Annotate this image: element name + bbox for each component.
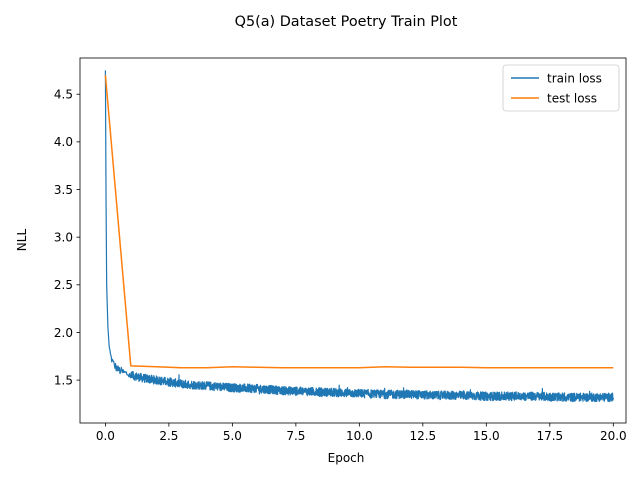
x-tick-label: 0.0 [96, 429, 115, 443]
y-axis: 1.5 2.0 2.5 3.0 3.5 4.0 4.5 [54, 88, 80, 387]
chart-title: Q5(a) Dataset Poetry Train Plot [235, 14, 458, 30]
y-tick-label: 1.5 [54, 373, 73, 387]
x-tick-label: 17.5 [536, 429, 563, 443]
x-axis: 0.0 2.5 5.0 7.5 10.0 12.5 15.0 17.5 20.0 [96, 423, 627, 443]
y-tick-label: 2.0 [54, 326, 73, 340]
y-tick-label: 3.0 [54, 230, 73, 244]
x-tick-label: 15.0 [473, 429, 500, 443]
x-tick-label: 12.5 [409, 429, 436, 443]
y-tick-label: 4.0 [54, 135, 73, 149]
test-loss-line [104, 75, 614, 369]
legend-label: train loss [547, 71, 602, 85]
x-tick-label: 20.0 [600, 429, 627, 443]
legend-box [502, 64, 620, 112]
y-axis-label: NLL [15, 229, 29, 252]
axes-frame [79, 57, 627, 424]
train-loss-line [104, 70, 614, 403]
y-tick-label: 4.5 [54, 88, 73, 102]
plot-area [104, 70, 614, 403]
x-tick-label: 2.5 [159, 429, 178, 443]
legend-label: test loss [547, 91, 597, 105]
x-tick-label: 7.5 [286, 429, 305, 443]
x-tick-label: 5.0 [223, 429, 242, 443]
y-tick-label: 2.5 [54, 278, 73, 292]
x-tick-label: 10.0 [346, 429, 373, 443]
y-tick-label: 3.5 [54, 183, 73, 197]
legend: train loss test loss [502, 64, 620, 112]
x-axis-label: Epoch [328, 451, 365, 465]
